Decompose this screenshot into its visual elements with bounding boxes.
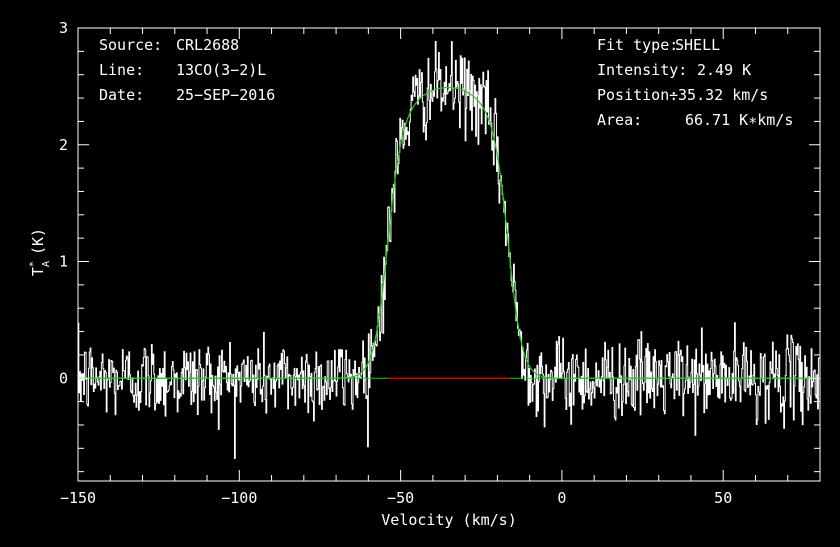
x-axis-label: Velocity (km/s) <box>381 511 516 529</box>
fit-curve <box>78 86 820 379</box>
plot-frame <box>77 27 821 482</box>
area-label: Area: <box>597 111 642 129</box>
spectrum-histogram <box>77 41 820 459</box>
date-value: 25−SEP−2016 <box>176 86 275 104</box>
source-value: CRL2688 <box>176 36 239 54</box>
source-label: Source: <box>99 36 162 54</box>
intensity-label: Intensity: <box>597 61 687 79</box>
axes-layer <box>77 27 821 482</box>
y-axis-label-sub: A <box>41 261 52 267</box>
line-value: 13CO(3−2)L <box>176 61 266 79</box>
series-layer <box>77 41 820 459</box>
y-axis-label-sup: * <box>28 261 39 267</box>
fit-type-label: Fit type: <box>597 36 678 54</box>
position-label: Position: <box>597 86 678 104</box>
y-tick-label: 0 <box>59 369 68 387</box>
y-tick-label: 1 <box>59 253 68 271</box>
position-value: −35.32 km/s <box>669 86 768 104</box>
y-axis-label-unit: (K) <box>29 228 47 255</box>
line-label: Line: <box>99 61 144 79</box>
svg-text:T*A(K): T* A (K) <box>28 228 52 276</box>
y-axis-label-main: T <box>29 267 47 276</box>
y-axis-label: T* A (K) <box>28 228 52 276</box>
fit-type-value: SHELL <box>675 36 720 54</box>
y-tick-label: 3 <box>59 19 68 37</box>
ticks-layer: −150 −100 −50 0 50 0 1 2 3 <box>59 19 821 507</box>
x-tick-label: −150 <box>60 489 96 507</box>
intensity-value: 2.49 K <box>697 61 751 79</box>
x-tick-label: 0 <box>557 489 566 507</box>
x-tick-label: −100 <box>221 489 257 507</box>
y-tick-label: 2 <box>59 136 68 154</box>
x-tick-label: −50 <box>387 489 414 507</box>
x-tick-label: 50 <box>714 489 732 507</box>
date-label: Date: <box>99 86 144 104</box>
area-value: 66.71 K∗km/s <box>685 111 793 129</box>
